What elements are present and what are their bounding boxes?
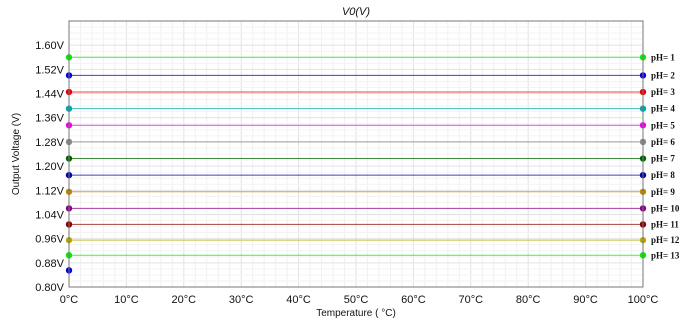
series-label: pH= 3 [651, 87, 675, 97]
x-tick-label: 20°C [172, 294, 197, 306]
y-tick-label: 1.20V [35, 161, 64, 173]
x-tick-label: 70°C [459, 294, 484, 306]
y-tick-label: 1.28V [35, 137, 64, 149]
y-tick-label: 0.88V [35, 258, 64, 270]
x-tick-label: 10°C [114, 294, 139, 306]
series-label: pH= 10 [651, 203, 680, 213]
y-tick-label: 1.52V [35, 64, 64, 76]
series-label: pH= 7 [651, 154, 675, 164]
y-tick-label: 0.80V [35, 282, 64, 294]
series-label: pH= 13 [651, 250, 680, 260]
y-tick-label: 0.96V [35, 234, 64, 246]
series-label: pH= 8 [651, 170, 675, 180]
y-tick-label: 1.44V [35, 89, 64, 101]
label-layer: 0°C 10°C 20°C 30°C 40°C 50°C 60°C 70°C 80°C 90°C 1… [35, 40, 680, 306]
series-label: pH= 1 [651, 52, 675, 62]
y-tick-label: 1.12V [35, 185, 64, 197]
x-tick-label: 30°C [229, 294, 254, 306]
x-tick-label: 90°C [573, 294, 598, 306]
series-label: pH= 6 [651, 137, 675, 147]
y-tick-label: 1.36V [35, 113, 64, 125]
y-tick-label: 1.04V [35, 209, 64, 221]
x-tick-label: 40°C [286, 294, 311, 306]
y-axis-title: Output Voltage (V) [11, 113, 22, 195]
x-tick-label: 0°C [60, 294, 79, 306]
grid [68, 20, 644, 288]
series-label: pH= 12 [651, 235, 680, 245]
series-label: pH= 4 [651, 104, 675, 114]
y-tick-label: 1.60V [35, 40, 64, 52]
series-label: pH= 2 [651, 70, 675, 80]
x-tick-label: 100°C [628, 294, 659, 306]
chart-title: V0(V) [342, 6, 370, 18]
x-tick-label: 50°C [344, 294, 369, 306]
series-label: pH= 9 [651, 187, 675, 197]
plot-frame [68, 20, 644, 288]
series-label: pH= 11 [651, 219, 679, 229]
series-label: pH= 5 [651, 120, 675, 130]
x-tick-label: 60°C [401, 294, 426, 306]
x-axis-title: Temperature ( °C) [316, 308, 396, 319]
x-tick-label: 80°C [516, 294, 541, 306]
